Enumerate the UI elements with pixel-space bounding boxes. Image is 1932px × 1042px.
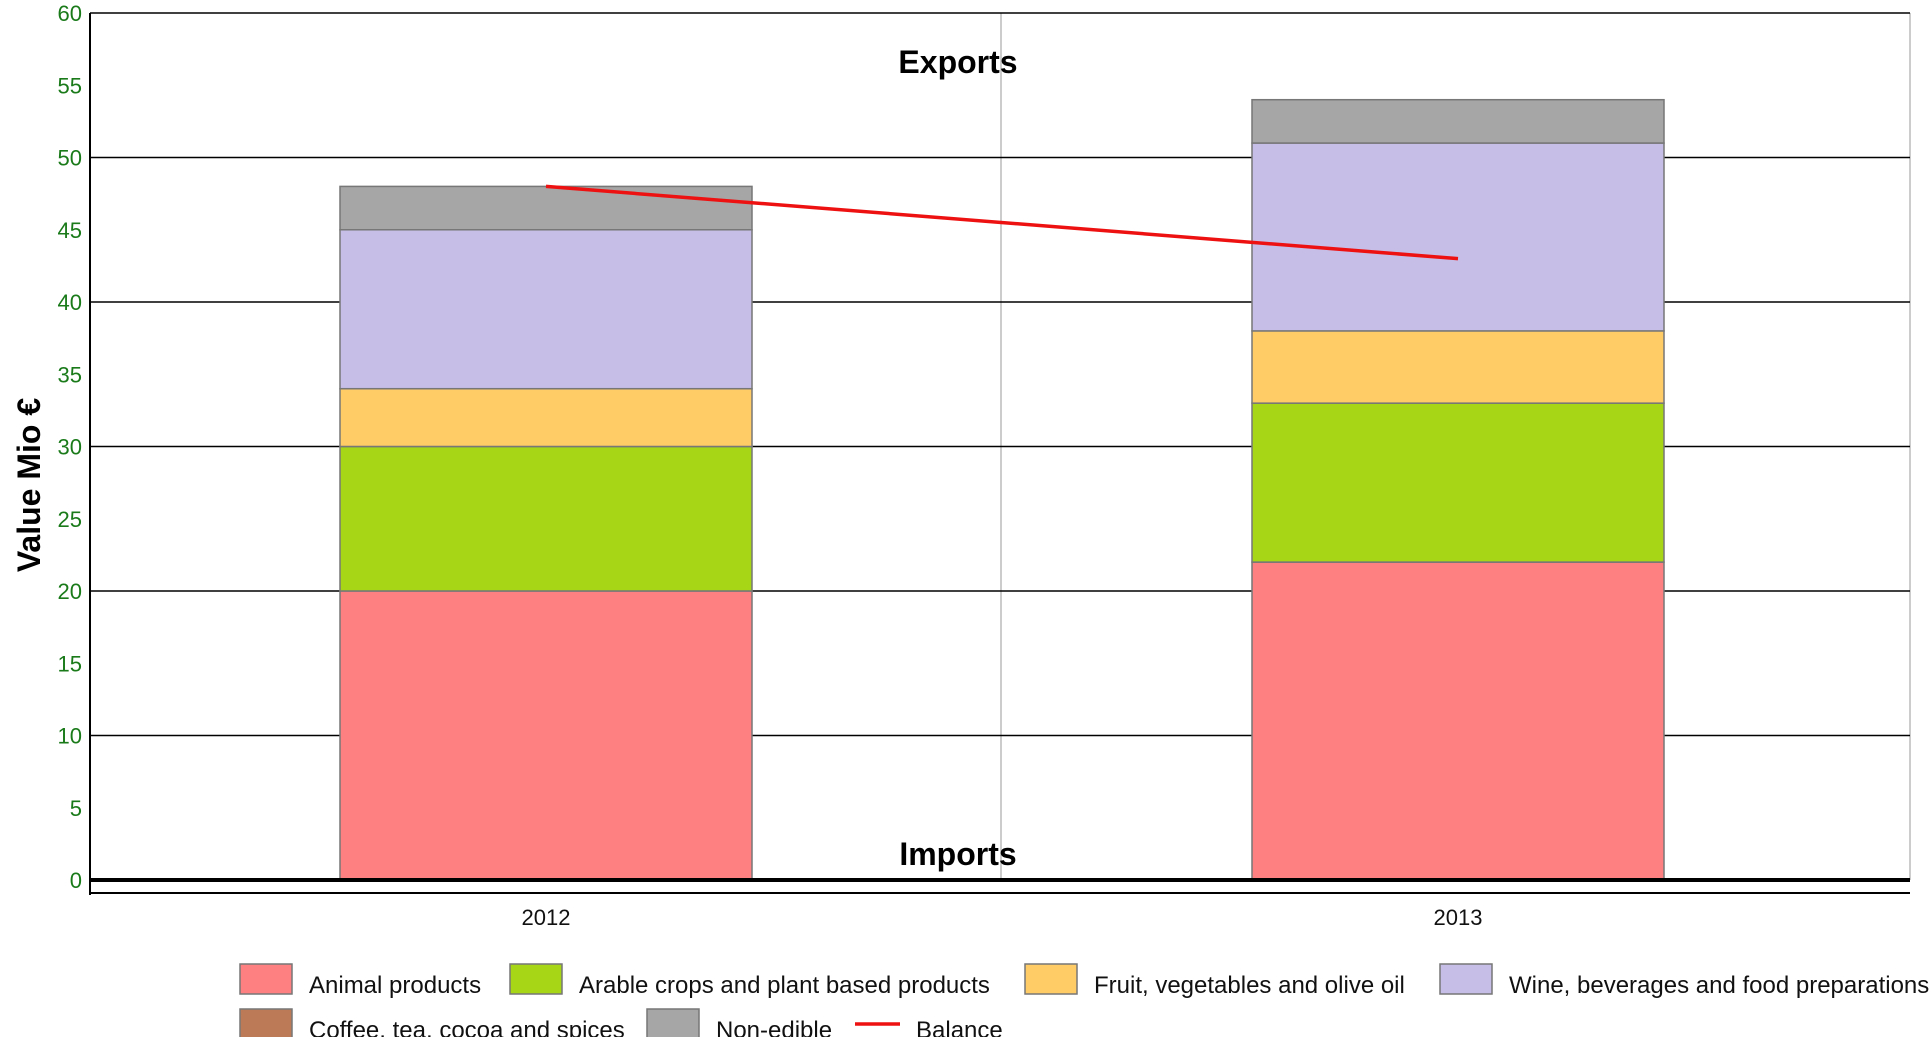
y-tick-label: 5 [70, 796, 82, 821]
y-tick-label: 20 [58, 579, 82, 604]
legend-label: Arable crops and plant based products [579, 972, 990, 999]
y-tick-label: 15 [58, 651, 82, 676]
exports-annotation: Exports [898, 44, 1017, 80]
legend-swatch [239, 1008, 293, 1040]
y-tick-label: 10 [58, 724, 82, 749]
bars-layer [339, 98, 1665, 881]
bar-segment [339, 590, 753, 881]
legend-label: Balance [916, 1017, 1003, 1037]
y-tick-label: 50 [58, 146, 82, 171]
x-tick-label: 2013 [1434, 905, 1483, 930]
legend: Animal products Arable crops and plant ba… [239, 963, 1929, 1042]
y-tick-label: 0 [70, 868, 82, 893]
legend-swatch [1439, 963, 1493, 995]
legend-swatch [646, 1008, 700, 1040]
axis-layer: 0 5 10 15 20 25 30 35 40 45 50 55 60 2012 2013 [58, 1, 1910, 930]
bar-segment [339, 229, 753, 390]
y-tick-label: 25 [58, 507, 82, 532]
line-layer [545, 184, 1459, 261]
legend-label: Non-edible [716, 1017, 832, 1037]
legend-swatch [509, 963, 563, 995]
bar-segment [339, 185, 753, 231]
bar-segment [339, 445, 753, 592]
y-tick-label: 40 [58, 290, 82, 315]
y-tick-label: 60 [58, 1, 82, 26]
x-tick-label: 2012 [522, 905, 571, 930]
legend-swatch [1024, 963, 1078, 995]
bar-segment [1251, 402, 1665, 563]
legend-label: Coffee, tea, cocoa and spices [309, 1017, 625, 1037]
y-tick-label: 55 [58, 73, 82, 98]
y-tick-label: 35 [58, 362, 82, 387]
legend-label: Fruit, vegetables and olive oil [1094, 972, 1405, 999]
legend-label: Wine, beverages and food preparations [1509, 972, 1929, 999]
bar-segment [1251, 330, 1665, 404]
balance-line [545, 184, 1459, 261]
bar-segment [1251, 142, 1665, 332]
legend-label: Animal products [309, 972, 481, 999]
bar-segment [1251, 98, 1665, 144]
y-tick-label: 45 [58, 218, 82, 243]
y-tick-label: 30 [58, 435, 82, 460]
imports-annotation: Imports [899, 836, 1016, 872]
bar-segment [1251, 561, 1665, 881]
bar-segment [339, 387, 753, 448]
legend-swatch [239, 963, 293, 995]
y-axis-label: Value Mio € [11, 398, 47, 572]
